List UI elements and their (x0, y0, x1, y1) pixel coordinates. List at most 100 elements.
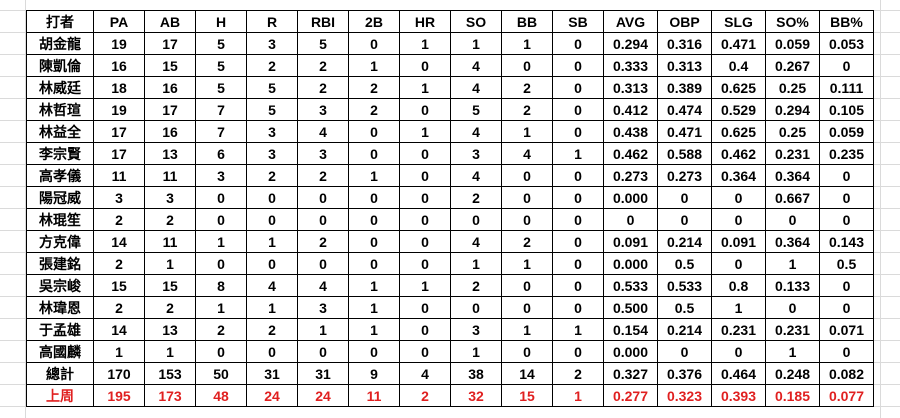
table-cell: 1 (144, 340, 196, 363)
table-cell: 0.625 (711, 120, 766, 143)
table-cell: 0 (246, 208, 298, 231)
table-cell: 0 (657, 208, 712, 231)
table-cell: 0 (819, 208, 874, 231)
table-cell: 4 (297, 120, 349, 143)
table-cell: 0.4 (711, 54, 766, 77)
table-cell: 0.364 (765, 164, 820, 187)
table-cell: 4 (501, 142, 553, 165)
table-cell: 9 (348, 362, 400, 385)
table-cell: 2 (501, 98, 553, 121)
table-cell: 3 (246, 32, 298, 55)
table-cell: 0 (399, 186, 451, 209)
table-cell: 0.313 (657, 54, 712, 77)
table-cell: 1 (765, 252, 820, 275)
table-cell: 2 (552, 362, 604, 385)
table-cell: 0.294 (603, 32, 658, 55)
row-label: 方克偉 (26, 230, 94, 253)
row-label: 上周 (26, 384, 94, 407)
table-cell: 0 (399, 208, 451, 231)
row-label: 陳凱倫 (26, 54, 94, 77)
table-cell: 5 (450, 98, 502, 121)
table-cell: 2 (297, 164, 349, 187)
table-cell: 0.133 (765, 274, 820, 297)
table-cell: 2 (246, 164, 298, 187)
table-cell: 1 (765, 340, 820, 363)
table-cell: 0.000 (603, 340, 658, 363)
table-cell: 0.071 (819, 318, 874, 341)
table-cell: 1 (501, 120, 553, 143)
table-cell: 11 (348, 384, 400, 407)
table-cell: 4 (450, 54, 502, 77)
table-cell: 0 (450, 296, 502, 319)
table-cell: 0 (501, 164, 553, 187)
table-cell: 0.533 (603, 274, 658, 297)
table-cell: 0 (501, 274, 553, 297)
table-cell: 0.231 (711, 318, 766, 341)
table-row: 胡金龍 19 17 5 3 5 0 1 1 1 0 0.294 0.316 0.471 0.059 0.053 (26, 32, 874, 55)
table-cell: 1 (348, 296, 400, 319)
table-cell: 0 (399, 54, 451, 77)
table-cell: 5 (195, 76, 247, 99)
table-cell: 0 (297, 186, 349, 209)
table-cell: 3 (246, 142, 298, 165)
header-cell: SO (450, 10, 502, 33)
table-cell: 4 (450, 120, 502, 143)
table-cell: 3 (144, 186, 196, 209)
table-cell: 1 (144, 252, 196, 275)
table-cell: 24 (297, 384, 349, 407)
row-label: 高國麟 (26, 340, 94, 363)
table-cell: 0.091 (711, 230, 766, 253)
table-cell: 1 (552, 142, 604, 165)
table-cell: 1 (195, 296, 247, 319)
table-cell: 0.111 (819, 76, 874, 99)
table-cell: 0.376 (657, 362, 712, 385)
table-cell: 0 (819, 296, 874, 319)
table-cell: 0.059 (819, 120, 874, 143)
table-cell: 0 (399, 318, 451, 341)
table-cell: 2 (144, 208, 196, 231)
table-cell: 0 (195, 340, 247, 363)
table-cell: 16 (144, 120, 196, 143)
table-cell: 24 (246, 384, 298, 407)
table-row: 上周 195 173 48 24 24 11 2 32 15 1 0.277 0.323 0.393 0.1… (26, 384, 874, 407)
table-cell: 4 (450, 230, 502, 253)
table-cell: 1 (93, 340, 145, 363)
table-cell: 8 (195, 274, 247, 297)
row-label: 林益全 (26, 120, 94, 143)
table-row: 李宗賢 17 13 6 3 3 0 0 3 4 1 0.462 0.588 0.462 0.231 0.235 (26, 142, 874, 165)
table-cell: 2 (93, 296, 145, 319)
table-cell: 0.267 (765, 54, 820, 77)
table-cell: 0 (552, 32, 604, 55)
table-cell: 0.316 (657, 32, 712, 55)
table-cell: 19 (93, 32, 145, 55)
table-cell: 5 (297, 32, 349, 55)
table-cell: 0.529 (711, 98, 766, 121)
stats-table: 打者 PA AB H R RBI 2B HR SO BB SB AVG OBP SLG SO% BB% 胡金龍… (26, 10, 874, 407)
row-label: 林威廷 (26, 76, 94, 99)
table-cell: 0 (657, 186, 712, 209)
table-cell: 1 (501, 32, 553, 55)
row-label: 林瑋恩 (26, 296, 94, 319)
table-cell: 3 (450, 142, 502, 165)
table-cell: 16 (144, 76, 196, 99)
row-label: 李宗賢 (26, 142, 94, 165)
table-cell: 1 (552, 318, 604, 341)
table-cell: 2 (450, 186, 502, 209)
table-cell: 3 (450, 318, 502, 341)
table-cell: 48 (195, 384, 247, 407)
table-cell: 11 (93, 164, 145, 187)
row-label: 陽冠威 (26, 186, 94, 209)
table-cell: 0.273 (603, 164, 658, 187)
table-cell: 0 (711, 340, 766, 363)
table-cell: 0 (552, 164, 604, 187)
table-cell: 17 (144, 98, 196, 121)
table-cell: 5 (195, 54, 247, 77)
table-cell: 19 (93, 98, 145, 121)
table-cell: 4 (246, 274, 298, 297)
table-cell: 0 (657, 340, 712, 363)
table-cell: 0.053 (819, 32, 874, 55)
header-cell: PA (93, 10, 145, 33)
header-cell: H (195, 10, 247, 33)
table-cell: 50 (195, 362, 247, 385)
table-cell: 15 (144, 54, 196, 77)
